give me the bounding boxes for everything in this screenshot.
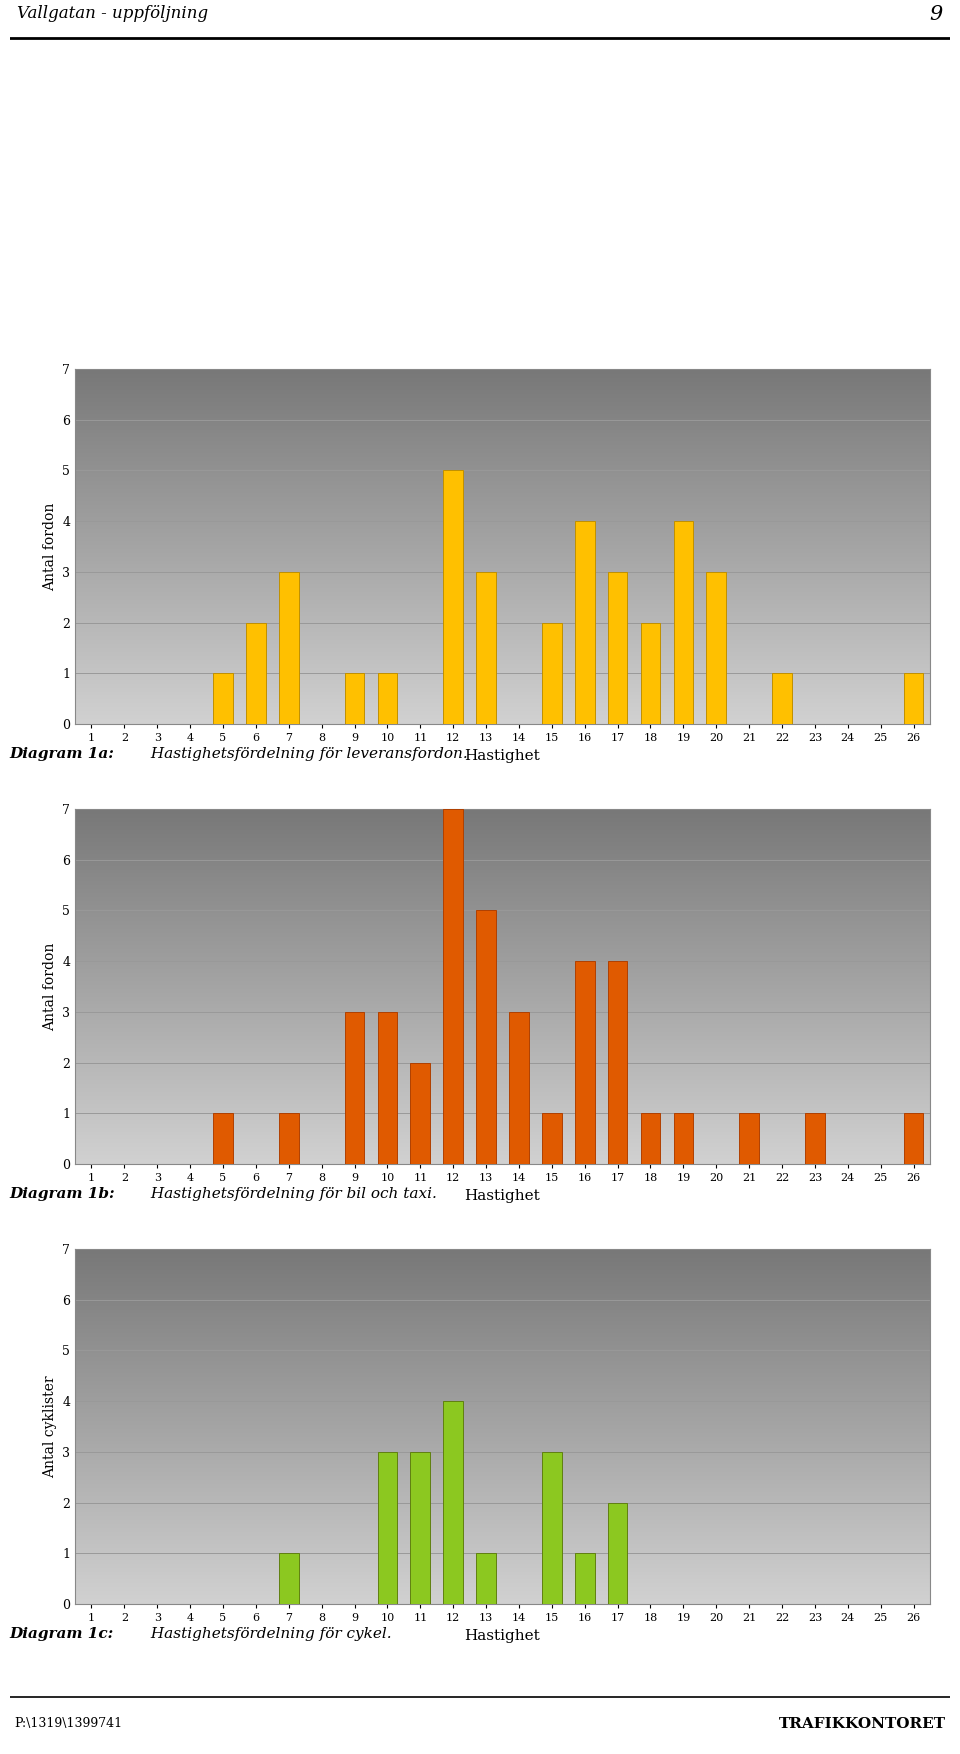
X-axis label: Hastighet: Hastighet [465,1628,540,1642]
Text: Diagram 1a:: Diagram 1a: [10,747,114,761]
Bar [903,674,924,724]
Bar [674,521,693,724]
Bar [476,910,496,1165]
Bar [377,1452,397,1603]
Bar [575,1554,594,1603]
Bar [903,1114,924,1165]
Text: Hastighetsfördelning för leveransfordon.: Hastighetsfördelning för leveransfordon. [146,747,468,761]
Bar [575,521,594,724]
Y-axis label: Antal fordon: Antal fordon [42,942,57,1031]
Text: Hastighetsfördelning för bil och taxi.: Hastighetsfördelning för bil och taxi. [146,1187,437,1201]
Bar [640,1114,660,1165]
Text: Hastighetsfördelning för cykel.: Hastighetsfördelning för cykel. [146,1628,392,1642]
Bar [345,1012,365,1165]
Bar [608,961,628,1165]
Bar [542,623,562,724]
Bar [575,961,594,1165]
Bar [279,1114,299,1165]
Bar [279,572,299,724]
Bar [707,572,726,724]
Text: Vallgatan - uppföljning: Vallgatan - uppföljning [17,5,208,23]
Bar [608,1503,628,1603]
Bar [476,1554,496,1603]
Y-axis label: Antal fordon: Antal fordon [42,502,57,591]
Text: 9: 9 [929,5,943,23]
Bar [444,1401,463,1603]
Bar [608,572,628,724]
X-axis label: Hastighet: Hastighet [465,1189,540,1203]
Bar [476,572,496,724]
Bar [279,1554,299,1603]
Bar [411,1063,430,1165]
Bar [246,623,266,724]
Bar [674,1114,693,1165]
Bar [739,1114,759,1165]
Bar [805,1114,825,1165]
Bar [213,674,233,724]
Text: P:\1319\1399741: P:\1319\1399741 [14,1717,123,1731]
Bar [542,1452,562,1603]
Bar [509,1012,529,1165]
Bar [772,674,792,724]
Text: Diagram 1c:: Diagram 1c: [10,1628,114,1642]
Y-axis label: Antal cyklister: Antal cyklister [42,1375,57,1479]
Text: TRAFIKKONTORET: TRAFIKKONTORET [779,1717,946,1731]
Text: Diagram 1b:: Diagram 1b: [10,1187,115,1201]
Bar [640,623,660,724]
Bar [444,809,463,1165]
X-axis label: Hastighet: Hastighet [465,749,540,763]
Bar [345,674,365,724]
Bar [411,1452,430,1603]
Bar [444,470,463,724]
Bar [377,674,397,724]
Bar [542,1114,562,1165]
Bar [213,1114,233,1165]
Bar [377,1012,397,1165]
